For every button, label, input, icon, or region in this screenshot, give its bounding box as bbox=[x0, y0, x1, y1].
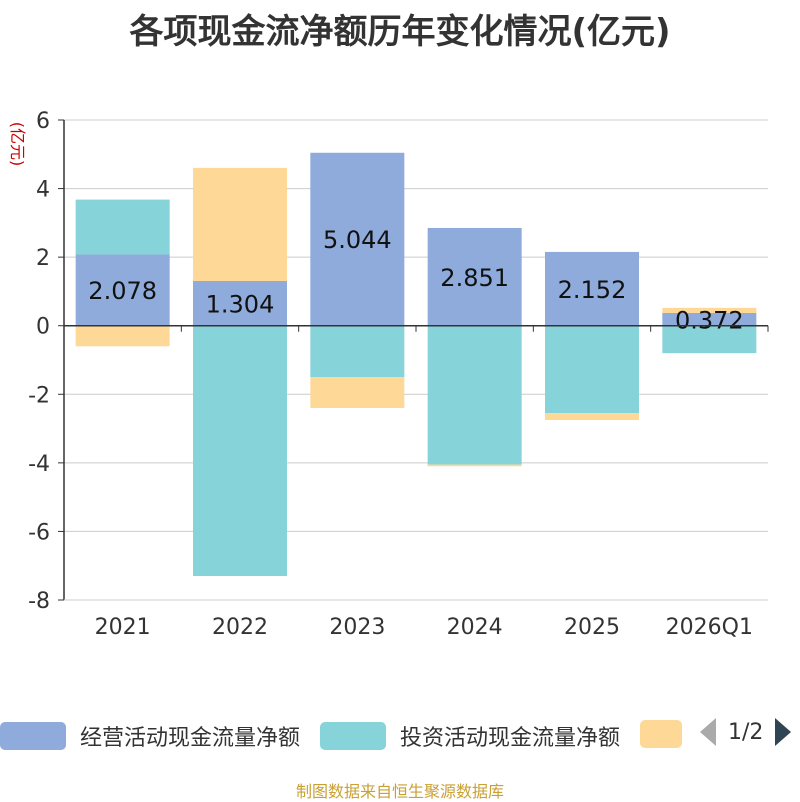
legend-swatch-financing bbox=[640, 720, 682, 748]
x-tick-label: 2021 bbox=[95, 615, 151, 640]
y-tick-label: -4 bbox=[28, 452, 50, 477]
y-axis-title: (亿元) bbox=[8, 122, 27, 167]
bar-operating bbox=[75, 254, 170, 326]
y-tick-label: -6 bbox=[28, 520, 50, 545]
bar-financing bbox=[662, 307, 757, 313]
y-tick-label: -8 bbox=[28, 589, 50, 614]
legend-prev-page-icon[interactable] bbox=[700, 718, 716, 746]
y-tick-label: 6 bbox=[36, 109, 50, 134]
bar-investing bbox=[75, 199, 170, 255]
bar-financing bbox=[545, 413, 639, 420]
chart-title: 各项现金流净额历年变化情况(亿元) bbox=[129, 12, 671, 52]
data-label: 2.152 bbox=[558, 276, 627, 304]
data-source-note: 制图数据来自恒生聚源数据库 bbox=[295, 782, 504, 801]
x-tick-label: 2026Q1 bbox=[666, 615, 753, 640]
legend-swatch-investing bbox=[320, 722, 386, 750]
cash-flow-chart: 6 4 2 0 -2 -4 -6 -8 (亿元) 2.078 1.304 5.044 2.851 2.15… bbox=[8, 109, 769, 640]
legend-item-financing[interactable] bbox=[640, 720, 682, 748]
bar-financing bbox=[427, 464, 522, 467]
x-tick-label: 2025 bbox=[564, 615, 620, 640]
y-tick-label: 2 bbox=[36, 246, 50, 271]
data-label: 5.044 bbox=[323, 226, 392, 254]
bar-operating bbox=[310, 152, 405, 326]
data-label: 2.078 bbox=[88, 277, 157, 305]
bar-financing bbox=[193, 167, 287, 282]
y-tick-label: 4 bbox=[36, 178, 50, 203]
bar-operating bbox=[427, 227, 522, 326]
data-label: 1.304 bbox=[206, 290, 275, 318]
bar-investing bbox=[427, 325, 522, 465]
data-label: 2.851 bbox=[440, 264, 509, 292]
x-tick-label: 2023 bbox=[329, 615, 385, 640]
bar-investing bbox=[545, 325, 639, 414]
bar-investing bbox=[662, 325, 757, 354]
x-tick-label: 2022 bbox=[212, 615, 268, 640]
bar-operating bbox=[545, 251, 639, 326]
legend-pager: 1/2 bbox=[700, 718, 792, 746]
legend-swatch-operating bbox=[0, 722, 66, 750]
legend-item-investing[interactable]: 投资活动现金流量净额 bbox=[320, 720, 620, 752]
legend: 经营活动现金流量净额 投资活动现金流量净额 1/2 bbox=[0, 714, 800, 754]
bar-investing bbox=[310, 325, 405, 378]
legend-label-operating: 经营活动现金流量净额 bbox=[80, 726, 301, 751]
y-tick-label: -2 bbox=[28, 383, 50, 408]
bar-operating bbox=[193, 281, 287, 326]
y-tick-label: 0 bbox=[36, 315, 50, 340]
bar-investing bbox=[193, 325, 287, 576]
bar-operating bbox=[662, 312, 757, 326]
x-tick-label: 2024 bbox=[447, 615, 503, 640]
bar-financing bbox=[75, 325, 170, 347]
legend-page-indicator: 1/2 bbox=[728, 719, 764, 745]
bar-financing bbox=[310, 377, 405, 408]
legend-next-page-icon[interactable] bbox=[775, 718, 792, 746]
data-label: 0.372 bbox=[675, 306, 744, 334]
legend-label-investing: 投资活动现金流量净额 bbox=[400, 726, 621, 751]
legend-item-operating[interactable]: 经营活动现金流量净额 bbox=[0, 720, 300, 752]
